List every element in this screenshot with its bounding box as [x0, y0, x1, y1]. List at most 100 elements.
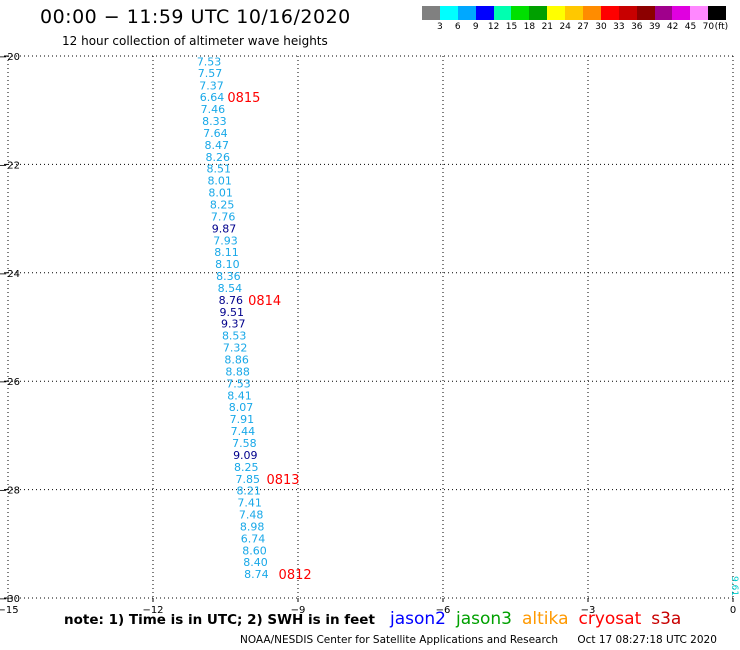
legend-label: 9: [472, 22, 479, 32]
wave-height-value: 7.48: [239, 509, 264, 522]
axis-ticks: −15 −12 −9 −6 −3 0−20−22−24−26−28−30: [0, 52, 736, 616]
x-tick-label: −12: [142, 605, 163, 616]
legend-swatch: [547, 6, 566, 20]
page-title: 00:00 − 11:59 UTC 10/16/2020: [40, 6, 351, 28]
wave-height-value: 8.60: [242, 544, 267, 557]
wave-height-value: 9.51: [220, 306, 245, 319]
legend-label: 15: [505, 22, 518, 32]
wave-height-value: 7.44: [231, 425, 256, 438]
legend-label: 33: [613, 22, 625, 32]
wave-height-value: 8.01: [208, 187, 233, 200]
grid-lines: [7, 55, 734, 599]
wave-height-value: 7.53: [226, 377, 251, 390]
color-scale-labels: 3 6 9 12 15 18 21 24 27 30 33 36 39 42 45 70 (ft): [422, 22, 740, 36]
wave-height-value: 7.93: [213, 234, 238, 247]
wave-height-value: 7.58: [232, 437, 257, 450]
footer-note: note: 1) Time is in UTC; 2) SWH is in fe…: [64, 612, 375, 628]
y-tick-label: −28: [0, 486, 20, 497]
wave-height-value: 8.25: [210, 199, 235, 212]
satellite-legend: jason2 jason3 altika cryosat s3a: [390, 609, 691, 629]
wave-height-value: 8.54: [218, 282, 243, 295]
time-markers: 0815 0814 0813 0812: [227, 91, 311, 583]
legend-swatch: [565, 6, 584, 20]
wave-height-value: 8.36: [216, 270, 241, 283]
wave-height-value: 9.87: [212, 222, 237, 235]
legend-swatch: [511, 6, 530, 20]
legend-label: 70: [702, 22, 715, 32]
satellite-s3a: s3a: [651, 609, 682, 629]
legend-label: 24: [559, 22, 571, 32]
legend-label: 18: [523, 22, 536, 32]
legend-label: 45: [684, 22, 697, 32]
wave-height-value: 8.76: [219, 294, 244, 307]
y-tick-label: −24: [0, 269, 20, 280]
wave-height-value: 7.85: [235, 473, 260, 486]
legend-swatch: [583, 6, 601, 20]
wave-height-value: 8.11: [214, 246, 239, 259]
time-label: 0815: [227, 91, 260, 106]
wave-height-value: 7.46: [201, 103, 226, 116]
wave-height-value: 7.91: [230, 413, 255, 426]
x-tick-label: −6: [436, 605, 451, 616]
wave-height-value: 8.07: [229, 401, 254, 414]
wave-height-value: 8.53: [222, 330, 247, 343]
wave-height-value: 8.40: [243, 556, 268, 569]
legend-swatch: [439, 6, 458, 20]
wave-height-value: 7.53: [197, 55, 222, 68]
wave-height-value: 8.33: [202, 115, 227, 128]
y-tick-label: −30: [0, 594, 20, 605]
satellite-altika: altika: [522, 609, 569, 629]
wave-height-value-edge: 9.61: [729, 576, 739, 596]
y-tick-label: −20: [0, 52, 20, 63]
legend-swatch: [422, 6, 440, 20]
wave-height-value: 8.25: [234, 461, 259, 474]
wave-height-value: 9.37: [221, 318, 246, 331]
legend-swatch: [457, 6, 476, 20]
legend-label: 3: [437, 22, 443, 32]
legend-label: 6: [454, 22, 461, 32]
legend-swatch: [636, 6, 655, 20]
time-label: 0812: [279, 568, 312, 583]
wave-height-value: 8.74: [244, 568, 269, 581]
legend-label: 21: [541, 22, 554, 32]
wave-height-value: 8.21: [236, 485, 261, 498]
legend-swatch: [618, 6, 637, 20]
wave-height-value: 8.41: [227, 389, 252, 402]
legend-label: 39: [648, 22, 661, 32]
time-label: 0813: [266, 473, 299, 488]
wave-height-value: 8.86: [224, 354, 249, 367]
x-tick-label: 0: [730, 605, 736, 616]
legend-label: 36: [631, 22, 643, 32]
wave-height-value: 6.74: [241, 532, 266, 545]
satellite-jason3: jason3: [456, 609, 512, 629]
wave-height-value: 7.32: [223, 342, 248, 355]
satellite-cryosat: cryosat: [578, 609, 642, 629]
y-tick-label: −22: [0, 160, 20, 171]
wave-height-value: 9.09: [233, 449, 258, 462]
legend-swatch: [690, 6, 709, 20]
satellite-jason2: jason2: [390, 609, 446, 629]
generated-timestamp: Oct 17 08:27:18 UTC 2020: [577, 634, 717, 646]
legend-swatch: [654, 6, 673, 20]
legend-swatch: [529, 6, 548, 20]
legend-label: 12: [487, 22, 500, 32]
legend-swatch: [600, 6, 619, 20]
wave-height-value: 8.10: [215, 258, 240, 271]
legend-unit: (ft): [714, 22, 729, 32]
wave-height-value: 7.37: [199, 79, 224, 92]
credit-line: NOAA/NESDIS Center for Satellite Applica…: [240, 634, 717, 646]
legend-swatch: [672, 6, 691, 20]
page-subtitle: 12 hour collection of altimeter wave hei…: [62, 34, 328, 48]
wave-height-value: 8.51: [206, 163, 231, 176]
x-tick-label: −15: [0, 605, 19, 616]
wave-height-value: 7.41: [237, 497, 262, 510]
legend-swatch: [708, 6, 727, 20]
wave-height-value: 8.47: [205, 139, 230, 152]
wave-height-value: 6.64: [200, 91, 225, 104]
altimeter-track: 7.537.577.376.647.468.337.648.478.268.51…: [197, 55, 739, 596]
wave-height-value: 7.76: [211, 210, 236, 223]
wave-height-value: 8.88: [225, 365, 250, 378]
legend-label: 27: [577, 22, 589, 32]
